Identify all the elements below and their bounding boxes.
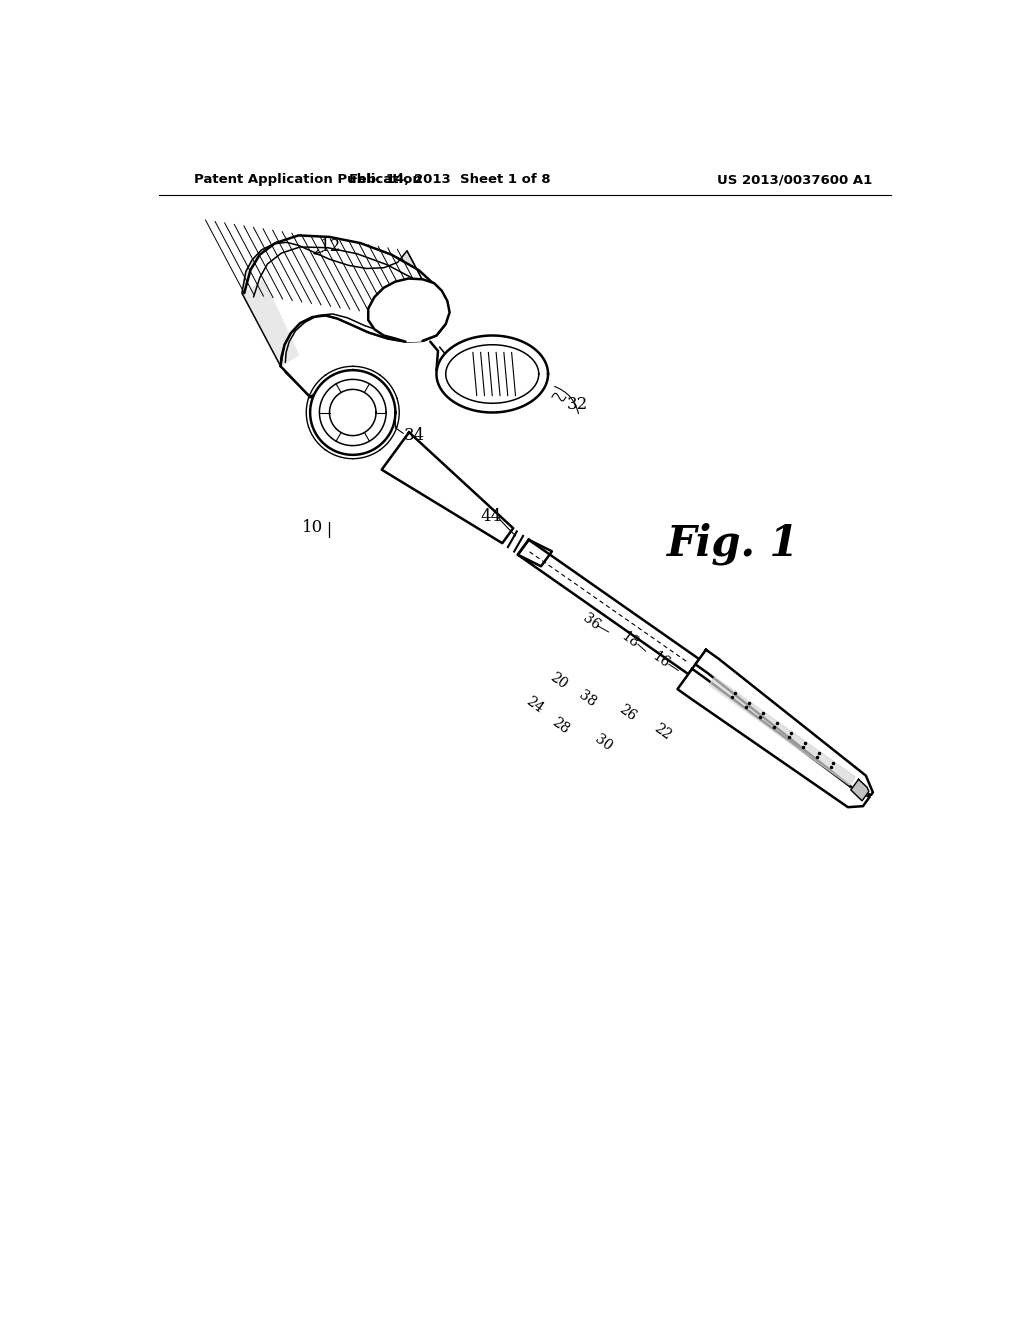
Polygon shape [369,279,450,342]
Polygon shape [436,335,548,412]
Text: 44: 44 [480,508,502,525]
Polygon shape [678,669,869,808]
Text: 28: 28 [549,715,571,737]
Polygon shape [310,370,395,455]
Text: |: | [326,521,331,537]
Polygon shape [709,677,855,785]
Polygon shape [242,243,445,367]
Text: 20: 20 [547,669,569,692]
Polygon shape [851,779,868,801]
Text: 32: 32 [567,396,588,413]
Text: Fig. 1: Fig. 1 [667,523,799,565]
Text: 10: 10 [302,520,324,536]
Text: 18: 18 [618,630,641,651]
Polygon shape [382,433,513,543]
Text: 34: 34 [404,428,425,444]
Text: 12: 12 [321,239,342,256]
Polygon shape [518,540,552,566]
Text: 30: 30 [593,733,615,754]
Text: Patent Application Publication: Patent Application Publication [194,173,422,186]
Polygon shape [695,649,872,795]
Text: 16: 16 [650,649,673,672]
Text: 22: 22 [651,721,674,743]
Text: 38: 38 [577,688,599,710]
Text: 26: 26 [616,702,639,723]
Polygon shape [245,280,299,367]
Text: 24: 24 [523,694,546,715]
Text: US 2013/0037600 A1: US 2013/0037600 A1 [717,173,872,186]
Polygon shape [245,235,447,367]
Text: Feb. 14, 2013  Sheet 1 of 8: Feb. 14, 2013 Sheet 1 of 8 [349,173,551,186]
Text: 36: 36 [581,611,603,632]
Polygon shape [518,540,699,675]
